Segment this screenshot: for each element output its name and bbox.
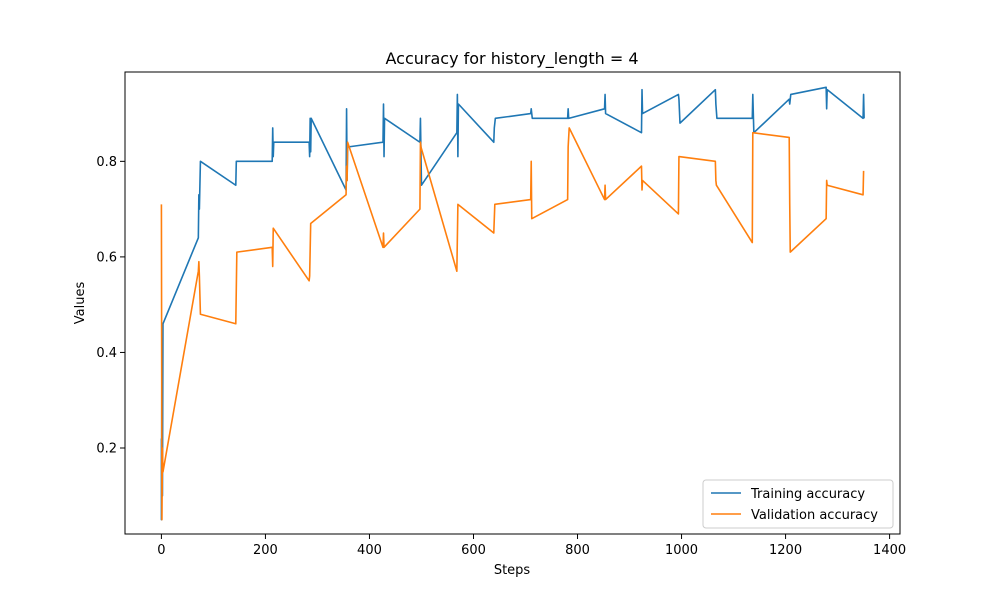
x-tick-label: 1000 bbox=[665, 543, 698, 558]
x-axis-label: Steps bbox=[494, 563, 531, 578]
y-axis-ticks: 0.2 0.4 0.6 0.8 bbox=[96, 155, 125, 457]
legend-label-training: Training accuracy bbox=[750, 487, 865, 502]
chart-title: Accuracy for history_length = 4 bbox=[385, 49, 638, 69]
x-tick-label: 1200 bbox=[769, 543, 802, 558]
training-accuracy-line bbox=[160, 86, 865, 521]
y-tick-label: 0.4 bbox=[96, 346, 117, 361]
validation-accuracy-line bbox=[160, 127, 865, 521]
x-axis-ticks: 0 200 400 600 800 1000 1200 1400 bbox=[157, 534, 906, 558]
legend-box bbox=[702, 479, 894, 529]
x-tick-label: 200 bbox=[253, 543, 278, 558]
x-tick-label: 400 bbox=[357, 543, 382, 558]
x-tick-label: 1400 bbox=[873, 543, 906, 558]
x-tick-label: 0 bbox=[157, 543, 165, 558]
x-tick-label: 600 bbox=[461, 543, 486, 558]
y-axis-label: Values bbox=[73, 282, 88, 325]
x-tick-label: 800 bbox=[565, 543, 590, 558]
y-tick-label: 0.8 bbox=[96, 155, 117, 170]
y-tick-label: 0.6 bbox=[96, 250, 117, 265]
plot-area bbox=[124, 71, 901, 535]
y-tick-label: 0.2 bbox=[96, 442, 117, 457]
series-lines bbox=[160, 86, 865, 521]
plot-frame bbox=[124, 71, 901, 535]
legend: Training accuracy Validation accuracy bbox=[702, 479, 894, 529]
legend-label-validation: Validation accuracy bbox=[751, 508, 878, 523]
